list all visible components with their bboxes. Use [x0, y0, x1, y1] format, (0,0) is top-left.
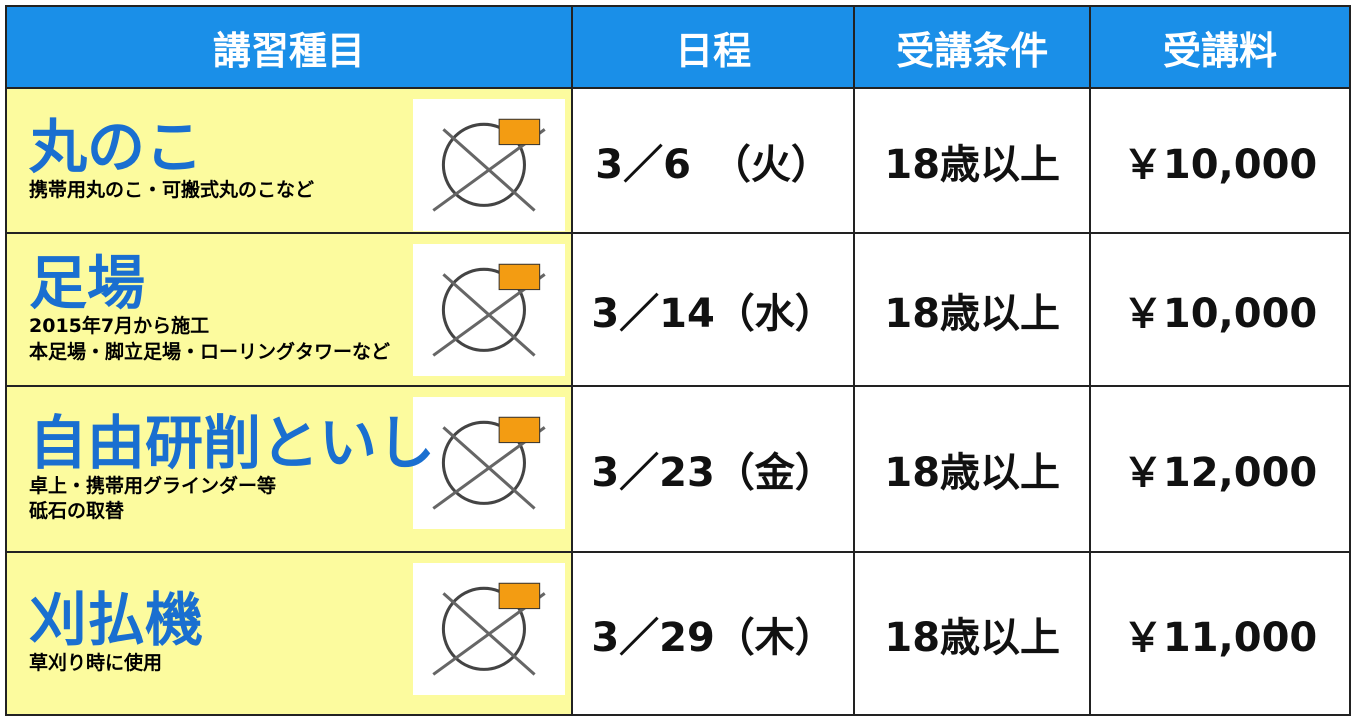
item-cell: 刈払機 草刈り時に使用 [5, 551, 573, 716]
condition-cell: 18歳以上 [853, 87, 1092, 234]
page: 講習種目 日程 受講条件 受講料 丸のこ 携帯用丸のこ・可搬式丸のこなど 3／6 （火） 1… [5, 5, 1351, 716]
course-note: 卓上・携帯用グラインダー等 [29, 474, 277, 497]
condition-cell: 18歳以上 [853, 385, 1092, 553]
course-name: 刈払機 [29, 586, 204, 655]
course-note: 砥石の取替 [29, 500, 125, 523]
condition-cell: 18歳以上 [853, 232, 1092, 387]
date-cell: 3／23（金） [570, 385, 856, 553]
fee-cell: ￥12,000 [1089, 385, 1351, 553]
tool-illustration [412, 99, 565, 231]
date-cell: 3／29（木） [570, 551, 856, 716]
table-row: 自由研削といし 卓上・携帯用グラインダー等 砥石の取替 3／23（金） 18歳以上 ￥12… [5, 385, 1351, 553]
tool-illustration [412, 563, 565, 695]
course-name: 自由研削といし [29, 408, 436, 477]
course-note: 携帯用丸のこ・可搬式丸のこなど [29, 179, 315, 202]
course-name: 丸のこ [29, 113, 204, 182]
course-note: 本足場・脚立足場・ローリングタワーなど [29, 340, 391, 363]
header-cell: 受講条件 [853, 5, 1092, 89]
item-cell: 丸のこ 携帯用丸のこ・可搬式丸のこなど [5, 87, 573, 234]
course-highlight: 2015年7月から施工 [29, 315, 210, 338]
header-cell: 受講料 [1089, 5, 1351, 89]
date-cell: 3／6 （火） [570, 87, 856, 234]
table-row: 足場 2015年7月から施工 本足場・脚立足場・ローリングタワーなど 3／14（水） 1… [5, 232, 1351, 387]
condition-cell: 18歳以上 [853, 551, 1092, 716]
fee-cell: ￥10,000 [1089, 87, 1351, 234]
course-table: 講習種目 日程 受講条件 受講料 丸のこ 携帯用丸のこ・可搬式丸のこなど 3／6 （火） 1… [5, 5, 1351, 716]
table-row: 丸のこ 携帯用丸のこ・可搬式丸のこなど 3／6 （火） 18歳以上 ￥10,000 [5, 87, 1351, 234]
table-row: 刈払機 草刈り時に使用 3／29（木） 18歳以上 ￥11,000 [5, 551, 1351, 716]
fee-cell: ￥11,000 [1089, 551, 1351, 716]
course-name: 足場 [29, 249, 146, 318]
header-cell: 講習種目 [5, 5, 573, 89]
item-cell: 自由研削といし 卓上・携帯用グラインダー等 砥石の取替 [5, 385, 573, 553]
course-note: 草刈り時に使用 [29, 652, 163, 675]
header-cell: 日程 [570, 5, 856, 89]
item-cell: 足場 2015年7月から施工 本足場・脚立足場・ローリングタワーなど [5, 232, 573, 387]
date-cell: 3／14（水） [570, 232, 856, 387]
table-body: 丸のこ 携帯用丸のこ・可搬式丸のこなど 3／6 （火） 18歳以上 ￥10,000 足場 2… [5, 87, 1351, 716]
header-row: 講習種目 日程 受講条件 受講料 [5, 5, 1351, 89]
fee-cell: ￥10,000 [1089, 232, 1351, 387]
tool-illustration [412, 244, 565, 376]
tool-illustration [412, 397, 565, 529]
